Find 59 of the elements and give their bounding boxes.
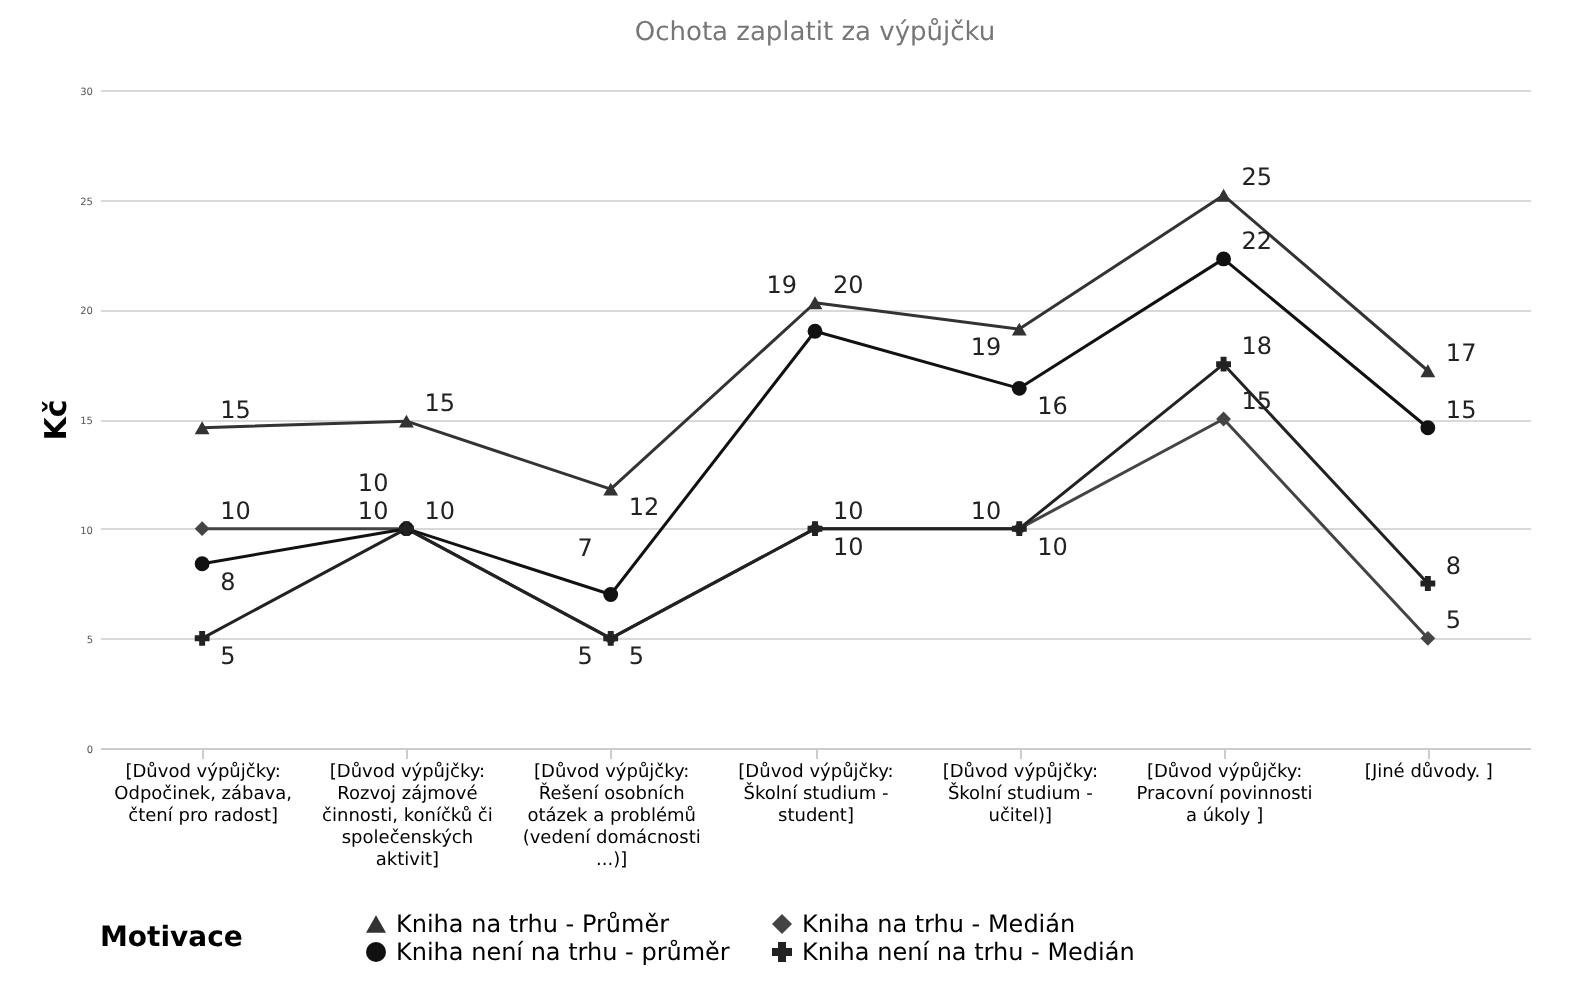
point [1011, 380, 1027, 396]
data-label: 5 [1445, 606, 1462, 635]
point [194, 556, 210, 572]
data-label: 5 [628, 642, 644, 671]
x-tick-label: [Důvod výpůjčky: Školní studium - učitel)] [942, 761, 1098, 827]
x-tick-label: [Důvod výpůjčky: Pracovní povinnosti a úkoly ] [1136, 761, 1313, 827]
x-tick-label: [Jiné důvody. ] [1364, 761, 1493, 783]
x-tick-label: [Důvod výpůjčky: Řešení osobních otázek a problémů (vedení domácnosti ...)] [522, 761, 701, 871]
point [807, 296, 823, 310]
point [1420, 576, 1436, 591]
point [1011, 322, 1027, 336]
data-label: 5 [220, 642, 236, 671]
x-tick-label: [Důvod výpůjčky: Odpočinek, zábava, čtení pro radost] [114, 761, 292, 827]
point [1420, 630, 1436, 646]
data-label: 10 [220, 496, 251, 525]
point [603, 482, 619, 496]
data-label: 15 [1445, 395, 1477, 424]
data-label: 5 [577, 642, 593, 671]
data-label: 16 [1037, 392, 1068, 421]
data-label: 19 [766, 271, 797, 300]
data-label: 10 [357, 468, 389, 497]
legend-label: Kniha na trhu - Medián [802, 910, 1076, 938]
point [1216, 251, 1231, 267]
point [399, 414, 414, 428]
legend-label: Kniha není na trhu - Medián [802, 938, 1135, 966]
legend-label: Kniha není na trhu - průměr [396, 938, 730, 966]
data-label: 18 [1241, 332, 1273, 361]
point [603, 587, 619, 602]
data-label: 10 [424, 496, 455, 525]
y-axis-title: Kč [38, 399, 75, 441]
data-label: 17 [1445, 338, 1477, 367]
data-label: 19 [970, 333, 1002, 362]
data-label: 10 [1037, 532, 1068, 561]
point [807, 323, 823, 339]
data-label: 8 [220, 567, 236, 596]
legend-label: Kniha na trhu - Průměr [396, 910, 670, 938]
data-label: 25 [1241, 163, 1273, 192]
point [1420, 364, 1436, 378]
data-label: 22 [1241, 226, 1273, 255]
data-label: 8 [1445, 551, 1462, 580]
chart-title: Ochota zaplatit za výpůjčku [634, 16, 996, 48]
data-label: 15 [424, 389, 455, 418]
data-label: 7 [577, 534, 593, 563]
data-label: 10 [833, 496, 864, 525]
data-label: 10 [357, 496, 389, 525]
x-tick-label: [Důvod výpůjčky: Školní studium - student] [738, 761, 894, 827]
point [194, 421, 210, 435]
data-label: 15 [220, 395, 251, 424]
point [1216, 188, 1231, 202]
data-label: 10 [833, 532, 864, 561]
point [194, 630, 210, 646]
data-label: 10 [970, 496, 1002, 525]
point [1216, 356, 1231, 372]
x-tick-label: [Důvod výpůjčky: Rozvoj zájmové činnosti, koníčků či společenských aktivit] [322, 761, 493, 871]
data-label: 20 [833, 270, 864, 299]
legend-title: Motivace [100, 922, 243, 954]
point [194, 521, 210, 537]
point [1420, 420, 1436, 436]
data-label: 12 [628, 493, 660, 522]
